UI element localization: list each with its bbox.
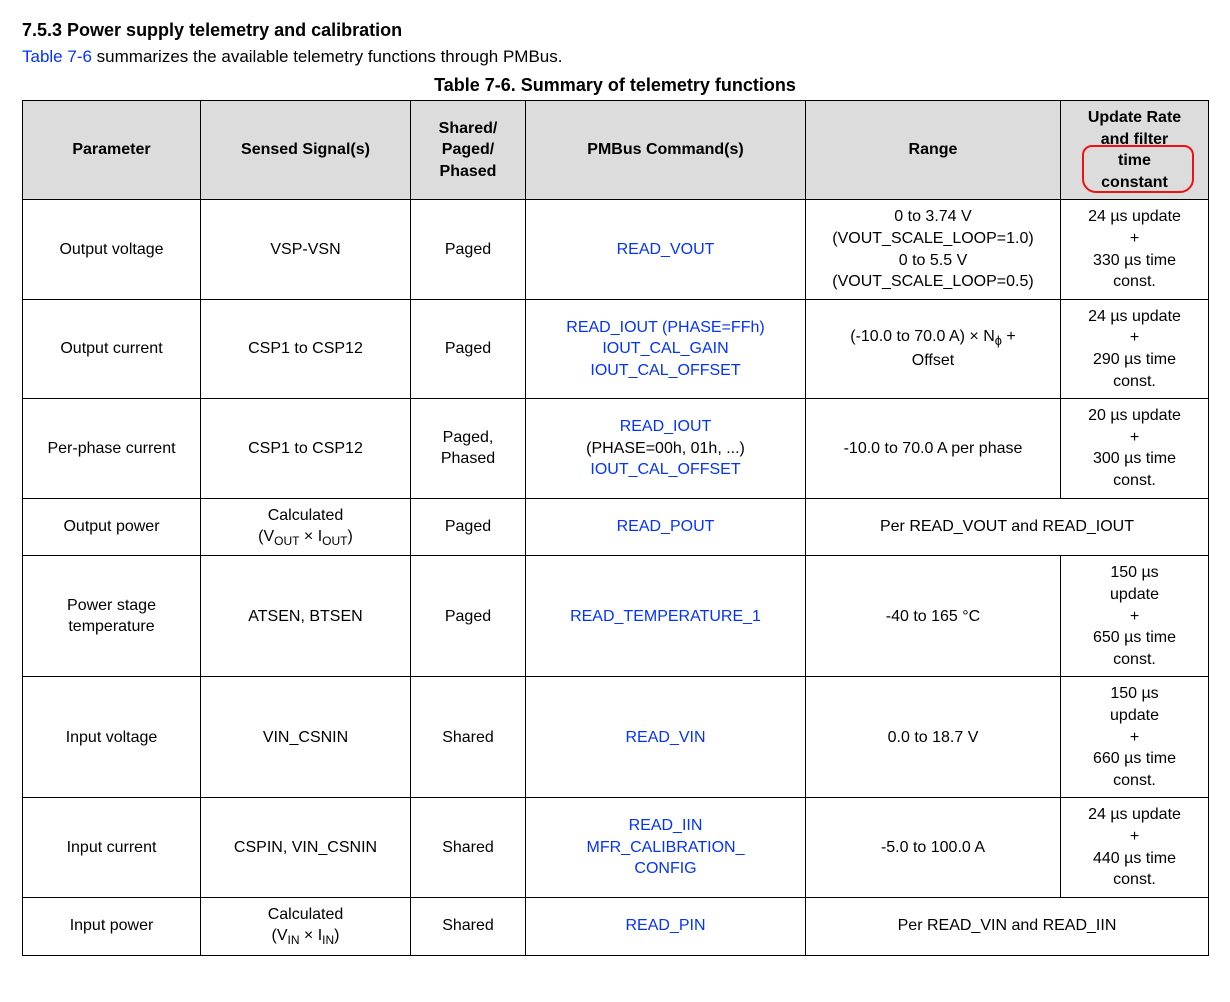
col-parameter: Parameter	[23, 101, 201, 200]
cell-paged: Paged	[411, 556, 526, 677]
cell-rate: 24 µs update + 290 µs time const.	[1061, 299, 1209, 398]
cell-range: 0.0 to 18.7 V	[806, 677, 1061, 798]
cell-sensed: VSP-VSN	[201, 200, 411, 299]
pmbus-command: IOUT_CAL_GAIN	[602, 340, 728, 357]
cell-param: Output voltage	[23, 200, 201, 299]
intro-line: Table 7-6 summarizes the available telem…	[22, 47, 1208, 67]
cell-rate: 24 µs update + 440 µs time const.	[1061, 798, 1209, 897]
cell-paged: Shared	[411, 677, 526, 798]
cell-commands: READ_IIN MFR_CALIBRATION_ CONFIG	[526, 798, 806, 897]
cell-commands: READ_IOUT (PHASE=00h, 01h, ...) IOUT_CAL…	[526, 399, 806, 498]
pmbus-command: READ_VIN	[625, 729, 705, 746]
cell-paged: Shared	[411, 897, 526, 955]
cell-sensed: CSP1 to CSP12	[201, 299, 411, 398]
pmbus-command: READ_POUT	[617, 518, 715, 535]
cell-commands: READ_VOUT	[526, 200, 806, 299]
table-row: Input voltage VIN_CSNIN Shared READ_VIN …	[23, 677, 1209, 798]
pmbus-command: CONFIG	[634, 860, 696, 877]
table-row: Output voltage VSP-VSN Paged READ_VOUT 0…	[23, 200, 1209, 299]
table-header-row: Parameter Sensed Signal(s) Shared/ Paged…	[23, 101, 1209, 200]
cell-commands: READ_VIN	[526, 677, 806, 798]
cell-paged: Paged, Phased	[411, 399, 526, 498]
cell-param: Input power	[23, 897, 201, 955]
cell-paged: Paged	[411, 200, 526, 299]
cell-paged: Paged	[411, 498, 526, 556]
cell-paged: Paged	[411, 299, 526, 398]
cell-commands: READ_TEMPERATURE_1	[526, 556, 806, 677]
cell-range: -10.0 to 70.0 A per phase	[806, 399, 1061, 498]
col-paged: Shared/ Paged/ Phased	[411, 101, 526, 200]
pmbus-command: READ_VOUT	[617, 241, 715, 258]
cell-sensed: CSP1 to CSP12	[201, 399, 411, 498]
table-row: Input current CSPIN, VIN_CSNIN Shared RE…	[23, 798, 1209, 897]
cell-range: 0 to 3.74 V (VOUT_SCALE_LOOP=1.0) 0 to 5…	[806, 200, 1061, 299]
col-sensed: Sensed Signal(s)	[201, 101, 411, 200]
pmbus-command: IOUT_CAL_OFFSET	[590, 461, 740, 478]
cell-sensed: ATSEN, BTSEN	[201, 556, 411, 677]
cell-rate: 20 µs update + 300 µs time const.	[1061, 399, 1209, 498]
section-heading: 7.5.3 Power supply telemetry and calibra…	[22, 20, 1208, 41]
cell-range: -5.0 to 100.0 A	[806, 798, 1061, 897]
table-caption: Table 7-6. Summary of telemetry function…	[22, 75, 1208, 96]
cell-param: Output current	[23, 299, 201, 398]
cell-param: Input voltage	[23, 677, 201, 798]
table-reference-link[interactable]: Table 7-6	[22, 47, 92, 66]
cell-paged: Shared	[411, 798, 526, 897]
cell-rate: 150 µs update + 650 µs time const.	[1061, 556, 1209, 677]
cell-param: Output power	[23, 498, 201, 556]
cell-rate: 150 µs update + 660 µs time const.	[1061, 677, 1209, 798]
pmbus-command: MFR_CALIBRATION_	[587, 839, 745, 856]
cell-range: (-10.0 to 70.0 A) × Nϕ + Offset	[806, 299, 1061, 398]
cell-range: -40 to 165 °C	[806, 556, 1061, 677]
table-row: Output power Calculated (VOUT × IOUT) Pa…	[23, 498, 1209, 556]
cell-commands: READ_PIN	[526, 897, 806, 955]
cell-rate: 24 µs update + 330 µs time const.	[1061, 200, 1209, 299]
table-row: Output current CSP1 to CSP12 Paged READ_…	[23, 299, 1209, 398]
pmbus-command: IOUT_CAL_OFFSET	[590, 362, 740, 379]
cell-merged-range-rate: Per READ_VOUT and READ_IOUT	[806, 498, 1209, 556]
cell-commands: READ_POUT	[526, 498, 806, 556]
cell-param: Per-phase current	[23, 399, 201, 498]
pmbus-command: READ_IOUT	[620, 418, 712, 435]
cell-param: Input current	[23, 798, 201, 897]
cell-param: Power stage temperature	[23, 556, 201, 677]
col-commands: PMBus Command(s)	[526, 101, 806, 200]
cell-sensed: Calculated (VOUT × IOUT)	[201, 498, 411, 556]
pmbus-command: READ_IIN	[629, 817, 703, 834]
cell-sensed: VIN_CSNIN	[201, 677, 411, 798]
pmbus-command: READ_IOUT	[566, 319, 657, 336]
col-range: Range	[806, 101, 1061, 200]
cell-commands: READ_IOUT (PHASE=FFh) IOUT_CAL_GAIN IOUT…	[526, 299, 806, 398]
col-update-rate: Update Rate and filter time constant	[1061, 101, 1209, 200]
pmbus-command: READ_PIN	[625, 917, 705, 934]
cell-sensed: Calculated (VIN × IIN)	[201, 897, 411, 955]
cell-sensed: CSPIN, VIN_CSNIN	[201, 798, 411, 897]
table-row: Per-phase current CSP1 to CSP12 Paged, P…	[23, 399, 1209, 498]
telemetry-table: Parameter Sensed Signal(s) Shared/ Paged…	[22, 100, 1209, 956]
intro-text: summarizes the available telemetry funct…	[92, 47, 563, 66]
cell-merged-range-rate: Per READ_VIN and READ_IIN	[806, 897, 1209, 955]
table-row: Input power Calculated (VIN × IIN) Share…	[23, 897, 1209, 955]
pmbus-command: READ_TEMPERATURE_1	[570, 608, 761, 625]
table-row: Power stage temperature ATSEN, BTSEN Pag…	[23, 556, 1209, 677]
